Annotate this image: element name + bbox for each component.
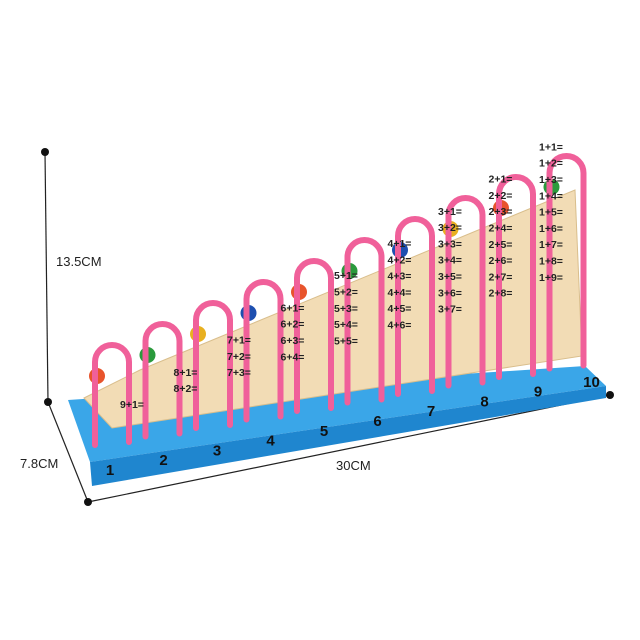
height-line bbox=[44, 151, 49, 403]
equation: 9+1= bbox=[120, 399, 144, 411]
equation: 1+7= bbox=[539, 239, 563, 251]
equation: 2+4= bbox=[489, 223, 513, 235]
arch bbox=[546, 153, 587, 372]
equation: 4+5= bbox=[388, 303, 412, 315]
equation: 2+1= bbox=[489, 174, 513, 186]
dimension-dots bbox=[41, 148, 614, 506]
equation: 1+1= bbox=[539, 141, 563, 153]
equation: 2+3= bbox=[489, 206, 513, 218]
equation: 8+2= bbox=[174, 383, 198, 395]
equation: 8+1= bbox=[174, 367, 198, 379]
equation: 2+5= bbox=[489, 239, 513, 251]
equation: 4+4= bbox=[388, 287, 412, 299]
dot bbox=[44, 398, 52, 406]
equation: 6+3= bbox=[281, 335, 305, 347]
base-number: 3 bbox=[213, 442, 221, 459]
equation: 6+4= bbox=[281, 351, 305, 363]
equation: 7+3= bbox=[227, 367, 251, 379]
base-front bbox=[90, 386, 606, 486]
equation: 3+6= bbox=[438, 287, 462, 299]
equation: 4+3= bbox=[388, 271, 412, 283]
equation: 2+8= bbox=[489, 288, 513, 300]
base-number: 2 bbox=[159, 452, 167, 469]
base-number: 10 bbox=[583, 374, 600, 391]
equation: 6+2= bbox=[281, 319, 305, 331]
equation: 3+1= bbox=[438, 206, 462, 218]
arch bbox=[395, 216, 435, 397]
arch bbox=[496, 174, 536, 380]
equation: 1+9= bbox=[539, 272, 563, 284]
equation: 1+6= bbox=[539, 223, 563, 235]
equation: 7+1= bbox=[227, 335, 251, 347]
equation: 1+8= bbox=[539, 256, 563, 268]
arch bbox=[445, 195, 486, 389]
equation: 3+5= bbox=[438, 271, 462, 283]
arch bbox=[243, 279, 284, 423]
base-number: 9 bbox=[534, 384, 542, 401]
equation: 1+3= bbox=[539, 174, 563, 186]
base-number: 6 bbox=[373, 413, 381, 430]
equation: 4+1= bbox=[388, 238, 412, 250]
equation: 1+4= bbox=[539, 190, 563, 202]
base-number: 8 bbox=[480, 393, 488, 410]
arches bbox=[89, 153, 587, 448]
base-top bbox=[68, 366, 606, 462]
equation: 5+2= bbox=[334, 287, 358, 299]
dimension-lines bbox=[44, 151, 611, 503]
base-number: 7 bbox=[427, 403, 435, 420]
base-number: 1 bbox=[106, 462, 114, 479]
equation: 5+4= bbox=[334, 319, 358, 331]
equation: 4+6= bbox=[388, 320, 412, 332]
equation: 5+3= bbox=[334, 303, 358, 315]
equation: 3+3= bbox=[438, 238, 462, 250]
equation: 3+2= bbox=[438, 222, 462, 234]
height-label: 13.5CM bbox=[56, 254, 102, 269]
equation: 5+1= bbox=[334, 270, 358, 282]
dot bbox=[606, 391, 614, 399]
equation: 3+7= bbox=[438, 304, 462, 316]
arch bbox=[294, 258, 334, 414]
base-number: 4 bbox=[266, 433, 275, 450]
width-label: 30CM bbox=[336, 458, 371, 473]
arch bbox=[142, 321, 183, 440]
labels: 1 2 3 4 5 6 7 8 9 10 9+1= 8+1= 8+2= 7+1= 7+2= 7+3= 6+1= 6… bbox=[106, 141, 600, 479]
equation: 1+2= bbox=[539, 158, 563, 170]
base-number: 5 bbox=[320, 423, 328, 440]
arch bbox=[193, 300, 233, 431]
equation: 2+2= bbox=[489, 190, 513, 202]
dot bbox=[41, 148, 49, 156]
equation: 4+2= bbox=[388, 254, 412, 266]
equation: 7+2= bbox=[227, 351, 251, 363]
equation: 2+6= bbox=[489, 255, 513, 267]
equation: 3+4= bbox=[438, 255, 462, 267]
arch bbox=[344, 237, 385, 406]
equation: 5+5= bbox=[334, 335, 358, 347]
equation: 6+1= bbox=[281, 302, 305, 314]
equation: 1+5= bbox=[539, 207, 563, 219]
depth-label: 7.8CM bbox=[20, 456, 58, 471]
equation: 2+7= bbox=[489, 271, 513, 283]
dot bbox=[84, 498, 92, 506]
width-line bbox=[87, 394, 611, 503]
arch bbox=[92, 342, 132, 448]
depth-line bbox=[47, 401, 89, 503]
